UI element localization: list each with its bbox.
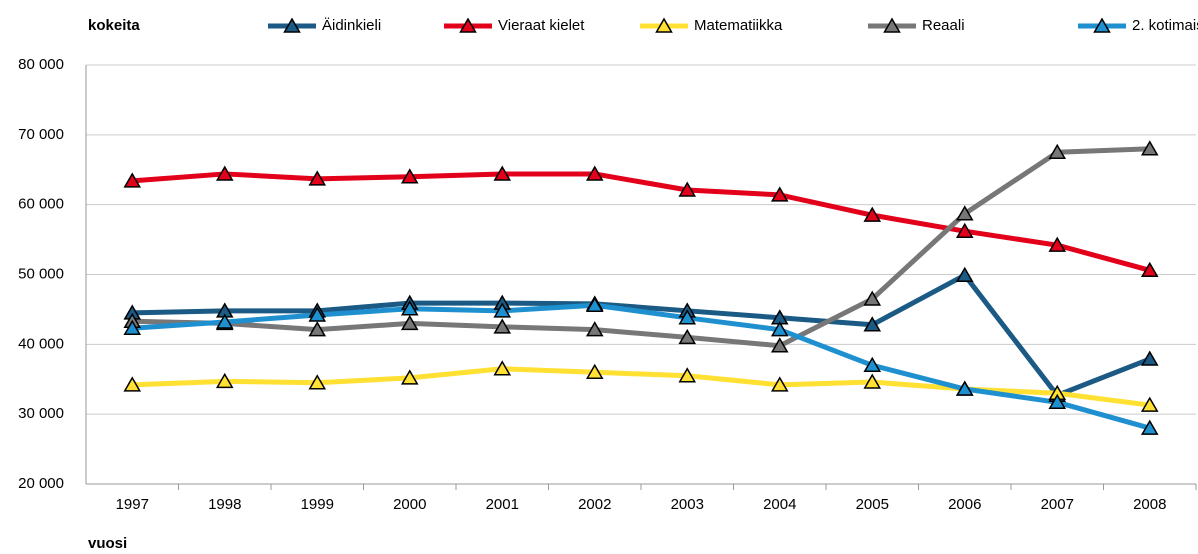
series-line <box>132 272 1151 398</box>
x-axis-label: vuosi <box>88 535 127 552</box>
x-tick-label: 2007 <box>1041 496 1074 513</box>
marker <box>308 374 327 390</box>
x-tick-label: 2005 <box>856 496 889 513</box>
marker <box>585 363 604 380</box>
x-tick-label: 2008 <box>1133 496 1166 513</box>
y-tick-label: 80 000 <box>18 56 64 73</box>
marker <box>863 290 882 306</box>
marker <box>863 206 882 222</box>
y-tick-label: 40 000 <box>18 335 64 352</box>
series-line <box>132 171 1151 273</box>
marker <box>123 376 142 392</box>
series-line <box>132 302 1151 431</box>
marker <box>770 321 789 337</box>
marker <box>308 170 327 186</box>
marker <box>1140 396 1159 412</box>
marker <box>1140 350 1159 366</box>
y-tick-label: 30 000 <box>18 405 64 422</box>
legend-label: Äidinkieli <box>322 17 381 34</box>
marker <box>400 314 419 331</box>
marker <box>1048 236 1067 252</box>
marker <box>1140 140 1159 156</box>
marker <box>955 266 974 282</box>
legend-label: Matematiikka <box>694 17 783 34</box>
marker <box>585 165 604 181</box>
legend-label: Reaali <box>922 17 965 34</box>
marker <box>1048 143 1067 160</box>
marker <box>493 302 512 318</box>
marker <box>1140 261 1159 278</box>
legend-marker <box>655 17 673 33</box>
marker <box>770 186 789 202</box>
y-tick-label: 60 000 <box>18 196 64 213</box>
marker <box>955 205 974 221</box>
marker <box>215 313 234 329</box>
x-tick-label: 1998 <box>208 496 241 513</box>
legend-label: 2. kotimaiset <box>1132 17 1198 34</box>
marker <box>493 360 512 376</box>
legend-label: Vieraat kielet <box>498 17 585 34</box>
legend-marker <box>283 17 301 33</box>
legend-marker <box>459 17 477 33</box>
marker <box>678 367 697 383</box>
y-tick-label: 20 000 <box>18 475 64 492</box>
marker <box>678 328 697 345</box>
marker <box>955 380 974 396</box>
legend-marker <box>883 17 901 33</box>
marker <box>215 372 234 389</box>
marker <box>308 306 327 322</box>
x-tick-label: 2002 <box>578 496 611 513</box>
marker <box>770 376 789 392</box>
x-tick-label: 2003 <box>671 496 704 513</box>
x-tick-label: 2001 <box>486 496 519 513</box>
marker <box>215 165 234 181</box>
marker <box>678 309 697 325</box>
marker <box>585 321 604 337</box>
x-tick-label: 1997 <box>116 496 149 513</box>
marker <box>400 369 419 385</box>
marker <box>585 296 604 312</box>
marker <box>1048 393 1067 410</box>
marker <box>123 319 142 336</box>
marker <box>493 318 512 334</box>
x-tick-label: 2004 <box>763 496 796 513</box>
marker <box>1140 419 1159 435</box>
x-tick-label: 2000 <box>393 496 426 513</box>
y-tick-label: 50 000 <box>18 265 64 282</box>
legend-marker <box>1093 17 1111 33</box>
series-line <box>132 366 1151 408</box>
x-tick-label: 2006 <box>948 496 981 513</box>
y-tick-label: 70 000 <box>18 126 64 143</box>
marker <box>493 165 512 181</box>
marker <box>955 222 974 238</box>
x-tick-label: 1999 <box>301 496 334 513</box>
series-line <box>132 146 1150 349</box>
marker <box>863 356 882 373</box>
marker <box>863 373 882 389</box>
y-axis-label: kokeita <box>88 17 140 34</box>
marker <box>770 337 789 353</box>
marker <box>123 172 142 188</box>
marker <box>400 300 419 316</box>
marker <box>863 316 882 332</box>
marker <box>400 168 419 184</box>
marker <box>308 321 327 337</box>
marker <box>678 181 697 197</box>
